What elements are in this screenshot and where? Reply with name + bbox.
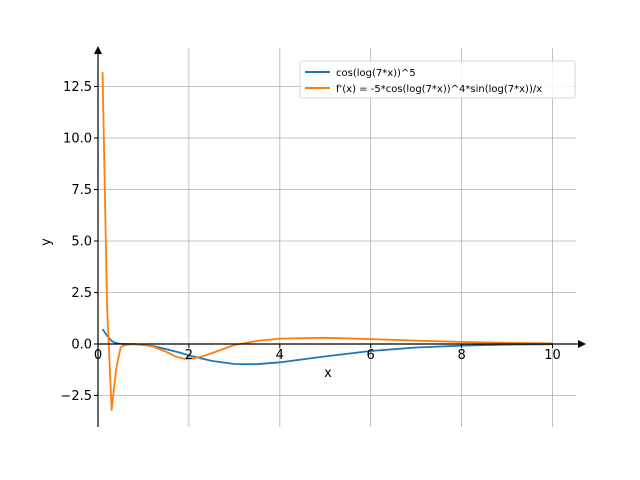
grid (98, 48, 576, 427)
x-tick-label: 10 (544, 348, 561, 363)
x-tick-label: 2 (185, 348, 193, 363)
x-axis-label: x (324, 366, 332, 381)
legend-box (299, 60, 576, 99)
legend-label-1: f'(x) = -5*cos(log(7*x))^4*sin(log(7*x))… (336, 84, 542, 95)
axes (94, 46, 586, 427)
x-tick-label: 0 (94, 348, 102, 363)
x-tick-label: 6 (367, 348, 375, 363)
ticks: 0 2 4 6 8 10 −2.5 0.0 2.5 5.0 7.5 10.0 12.5 (60, 80, 560, 404)
series-line-0 (101, 328, 553, 366)
y-axis-label: y (39, 238, 54, 246)
y-tick-label: 2.5 (71, 286, 92, 301)
y-axis-arrow (94, 46, 102, 54)
y-tick-label: 5.0 (71, 235, 92, 250)
y-tick-label: −2.5 (60, 389, 92, 404)
legend-label-0: cos(log(7*x))^5 (336, 68, 416, 79)
series-line-1 (101, 72, 553, 411)
y-tick-label: 0.0 (71, 338, 92, 353)
y-tick-label: 7.5 (71, 183, 92, 198)
x-tick-label: 8 (457, 348, 465, 363)
legend: cos(log(7*x))^5 f'(x) = -5*cos(log(7*x))… (299, 60, 576, 99)
y-tick-label: 10.0 (63, 132, 92, 147)
y-tick-label: 12.5 (63, 80, 92, 95)
x-tick-label: 4 (276, 348, 284, 363)
x-axis-arrow (578, 340, 586, 348)
